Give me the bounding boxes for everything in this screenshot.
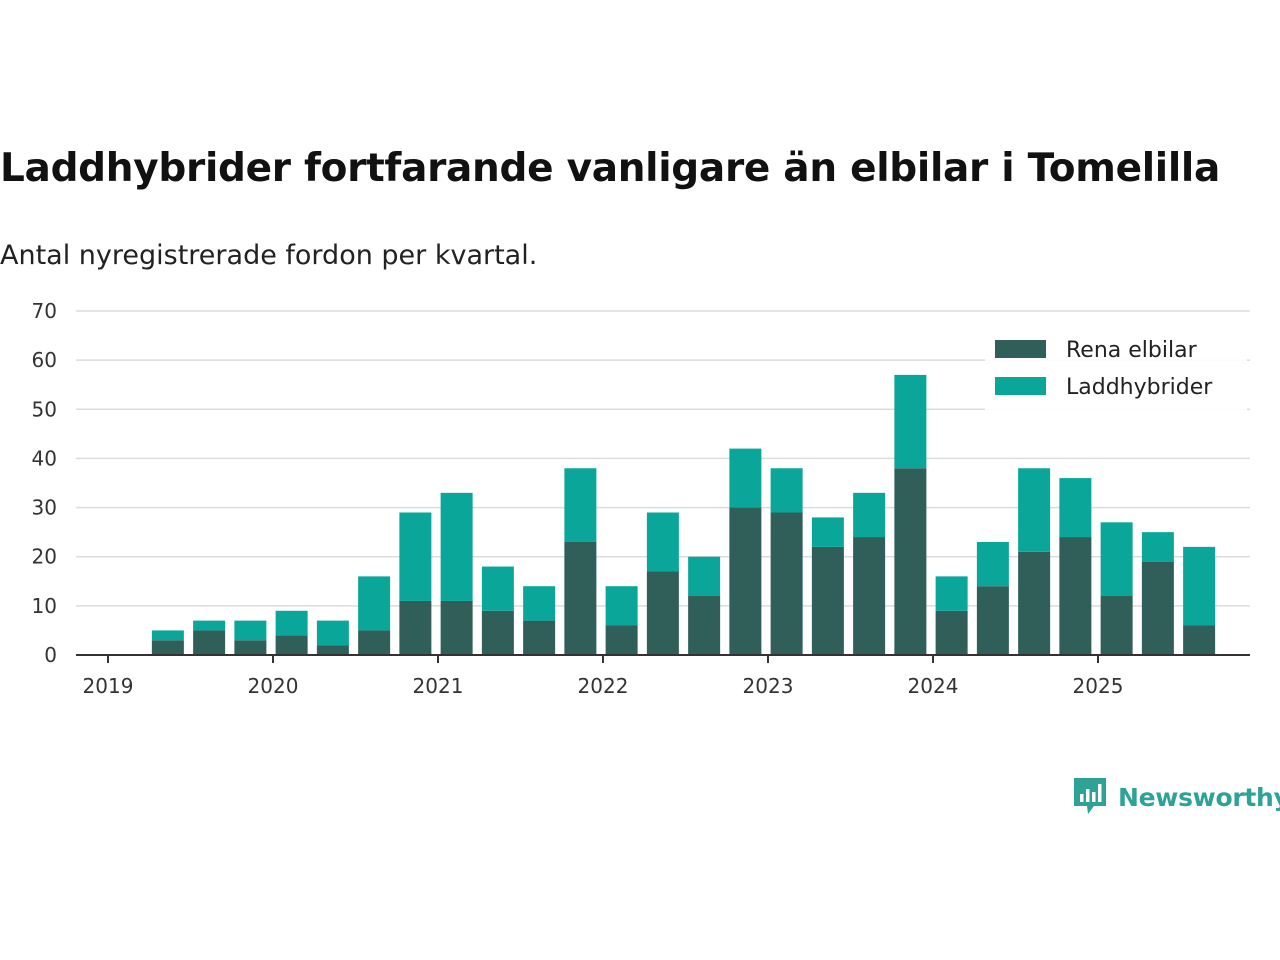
bar-rena-elbilar: [605, 625, 638, 655]
bar-laddhybrider: [770, 468, 803, 513]
y-tick-label: 40: [32, 446, 57, 470]
bar-rena-elbilar: [646, 571, 679, 655]
bar-rena-elbilar: [894, 468, 927, 655]
newsworthy-logo-text: Newsworthy: [1118, 782, 1280, 812]
newsworthy-logo: Newsworthy: [1072, 776, 1280, 818]
legend-swatch-rena-elbilar: [995, 340, 1046, 358]
bar-laddhybrider: [275, 610, 308, 636]
bar-laddhybrider: [853, 492, 886, 538]
legend-label-laddhybrider: Laddhybrider: [1066, 375, 1213, 400]
bar-laddhybrider: [688, 556, 721, 597]
bar-laddhybrider: [316, 620, 349, 646]
x-tick-label: 2021: [413, 674, 464, 698]
chart-subtitle: Antal nyregistrerade fordon per kvartal.: [0, 240, 538, 271]
x-tick-label: 2023: [743, 674, 794, 698]
bar-laddhybrider: [564, 468, 597, 542]
bar-laddhybrider: [234, 620, 267, 641]
bar-laddhybrider: [605, 586, 638, 626]
bar-laddhybrider: [1183, 546, 1216, 626]
bar-laddhybrider: [935, 576, 968, 611]
bar-rena-elbilar: [1059, 537, 1092, 655]
bar-rena-elbilar: [275, 635, 308, 655]
bar-laddhybrider: [399, 512, 432, 601]
bar-laddhybrider: [811, 517, 844, 547]
bar-rena-elbilar: [358, 630, 391, 655]
bar-rena-elbilar: [770, 512, 803, 655]
bar-rena-elbilar: [193, 630, 226, 655]
y-tick-label: 70: [32, 299, 57, 323]
bar-rena-elbilar: [1183, 625, 1216, 655]
bar-rena-elbilar: [440, 600, 473, 655]
bar-rena-elbilar: [564, 541, 597, 655]
y-tick-label: 30: [32, 496, 57, 520]
x-tick-label: 2019: [83, 674, 134, 698]
bar-laddhybrider: [976, 541, 1009, 587]
y-tick-label: 20: [32, 545, 57, 569]
bar-rena-elbilar: [234, 640, 267, 655]
y-tick-label: 50: [32, 397, 57, 421]
bar-laddhybrider: [358, 576, 391, 631]
legend-label-rena-elbilar: Rena elbilar: [1066, 338, 1198, 363]
x-tick-label: 2025: [1073, 674, 1124, 698]
gridlines: [76, 310, 1250, 607]
bar-rena-elbilar: [853, 537, 886, 655]
bars: [151, 374, 1216, 655]
stacked-bar-chart: 0 10 20 30 40 50 60 70 2019 2020 2021 2022 2023 2024…: [32, 299, 1250, 698]
y-tick-label: 10: [32, 594, 57, 618]
bar-rena-elbilar: [811, 546, 844, 655]
bar-rena-elbilar: [316, 645, 349, 655]
bar-rena-elbilar: [151, 640, 184, 655]
bar-laddhybrider: [894, 374, 927, 469]
bar-laddhybrider: [1100, 522, 1133, 597]
x-tick-label: 2024: [908, 674, 959, 698]
bar-laddhybrider: [481, 566, 514, 611]
chart-title: Laddhybrider fortfarande vanligare än el…: [0, 146, 1221, 191]
x-axis-ticks: 2019 2020 2021 2022 2023 2024 2025: [83, 655, 1124, 698]
y-tick-label: 60: [32, 348, 57, 372]
bar-rena-elbilar: [1100, 596, 1133, 655]
newsworthy-logo-icon: [1074, 778, 1106, 814]
legend: Rena elbilar Laddhybrider: [985, 330, 1247, 410]
bar-laddhybrider: [1059, 478, 1092, 538]
y-tick-label: 0: [44, 643, 57, 667]
bar-rena-elbilar: [399, 600, 432, 655]
legend-swatch-laddhybrider: [995, 377, 1046, 395]
bar-laddhybrider: [729, 448, 762, 508]
bar-laddhybrider: [440, 492, 473, 601]
bar-rena-elbilar: [935, 610, 968, 655]
x-tick-label: 2020: [248, 674, 299, 698]
bar-laddhybrider: [523, 586, 556, 621]
x-tick-label: 2022: [578, 674, 629, 698]
bar-rena-elbilar: [1018, 551, 1051, 655]
bar-laddhybrider: [1141, 532, 1174, 562]
y-axis-ticks: 0 10 20 30 40 50 60 70: [32, 299, 57, 667]
bar-rena-elbilar: [688, 596, 721, 655]
bar-rena-elbilar: [481, 610, 514, 655]
bar-laddhybrider: [193, 620, 226, 631]
bar-laddhybrider: [646, 512, 679, 572]
bar-rena-elbilar: [729, 507, 762, 655]
bar-rena-elbilar: [1141, 561, 1174, 655]
bar-rena-elbilar: [976, 586, 1009, 655]
bar-laddhybrider: [151, 630, 184, 641]
bar-laddhybrider: [1018, 468, 1051, 552]
bar-rena-elbilar: [523, 620, 556, 655]
